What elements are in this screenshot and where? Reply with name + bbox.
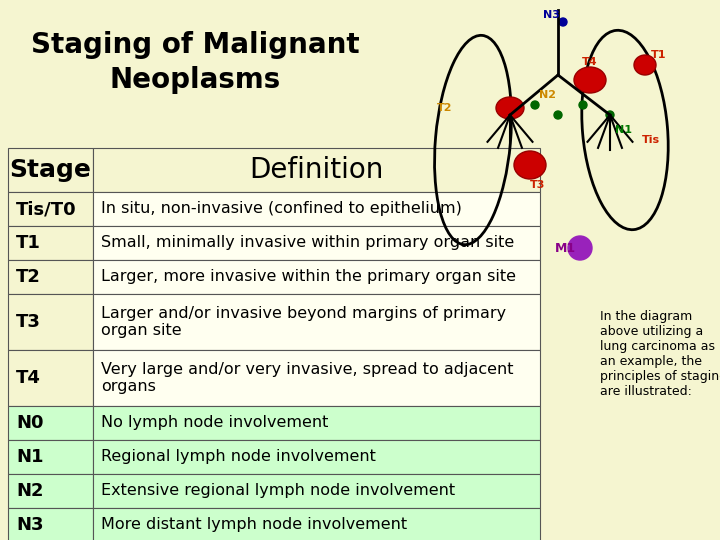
Text: No lymph node involvement: No lymph node involvement <box>101 415 328 430</box>
Bar <box>93 508 540 540</box>
Text: Stage: Stage <box>9 158 91 182</box>
Bar <box>93 226 540 260</box>
Bar <box>93 406 540 440</box>
Text: Small, minimally invasive within primary organ site: Small, minimally invasive within primary… <box>101 235 514 251</box>
Bar <box>8 406 93 440</box>
Bar <box>8 294 93 350</box>
Bar <box>8 474 93 508</box>
Circle shape <box>506 111 514 119</box>
Circle shape <box>554 111 562 119</box>
Text: Extensive regional lymph node involvement: Extensive regional lymph node involvemen… <box>101 483 455 498</box>
Text: N2: N2 <box>16 482 43 500</box>
Bar <box>8 192 93 226</box>
Circle shape <box>606 111 614 119</box>
Bar <box>8 260 93 294</box>
Text: In the diagram
above utilizing a
lung carcinoma as
an example, the
principles of: In the diagram above utilizing a lung ca… <box>600 310 720 398</box>
Text: Regional lymph node involvement: Regional lymph node involvement <box>101 449 376 464</box>
Bar <box>93 474 540 508</box>
Bar <box>8 226 93 260</box>
Text: Tis: Tis <box>642 135 660 145</box>
Text: In situ, non-invasive (confined to epithelium): In situ, non-invasive (confined to epith… <box>101 201 462 217</box>
Bar <box>93 294 540 350</box>
Text: Larger, more invasive within the primary organ site: Larger, more invasive within the primary… <box>101 269 516 285</box>
Circle shape <box>559 18 567 26</box>
Bar <box>8 508 93 540</box>
Circle shape <box>579 101 587 109</box>
Ellipse shape <box>574 67 606 93</box>
Ellipse shape <box>496 97 524 119</box>
Text: T3: T3 <box>531 180 546 190</box>
Text: T2: T2 <box>16 268 41 286</box>
Ellipse shape <box>634 55 656 75</box>
Text: T1: T1 <box>16 234 41 252</box>
Bar <box>8 440 93 474</box>
Bar <box>8 148 93 192</box>
Text: T4: T4 <box>582 57 598 67</box>
Text: T3: T3 <box>16 313 41 331</box>
Text: More distant lymph node involvement: More distant lymph node involvement <box>101 517 407 532</box>
Ellipse shape <box>514 151 546 179</box>
Text: T4: T4 <box>16 369 41 387</box>
Text: Staging of Malignant: Staging of Malignant <box>31 31 359 59</box>
Text: Neoplasms: Neoplasms <box>109 66 281 94</box>
Text: N1: N1 <box>16 448 43 466</box>
Bar <box>93 440 540 474</box>
Text: Tis/T0: Tis/T0 <box>16 200 76 218</box>
Text: Definition: Definition <box>249 156 384 184</box>
Text: N3: N3 <box>16 516 43 534</box>
Text: N3: N3 <box>543 10 560 20</box>
Bar <box>93 350 540 406</box>
Circle shape <box>531 101 539 109</box>
Text: T2: T2 <box>436 103 452 113</box>
Text: Very large and/or very invasive, spread to adjacent
organs: Very large and/or very invasive, spread … <box>101 362 513 394</box>
Bar <box>8 350 93 406</box>
Text: N0: N0 <box>16 414 43 432</box>
Text: N1: N1 <box>615 125 632 135</box>
Text: M1: M1 <box>555 241 576 254</box>
Text: T1: T1 <box>651 50 667 60</box>
Bar <box>93 148 540 192</box>
Bar <box>93 260 540 294</box>
Text: N2: N2 <box>539 90 556 100</box>
Bar <box>93 192 540 226</box>
Circle shape <box>568 236 592 260</box>
Text: Larger and/or invasive beyond margins of primary
organ site: Larger and/or invasive beyond margins of… <box>101 306 506 338</box>
